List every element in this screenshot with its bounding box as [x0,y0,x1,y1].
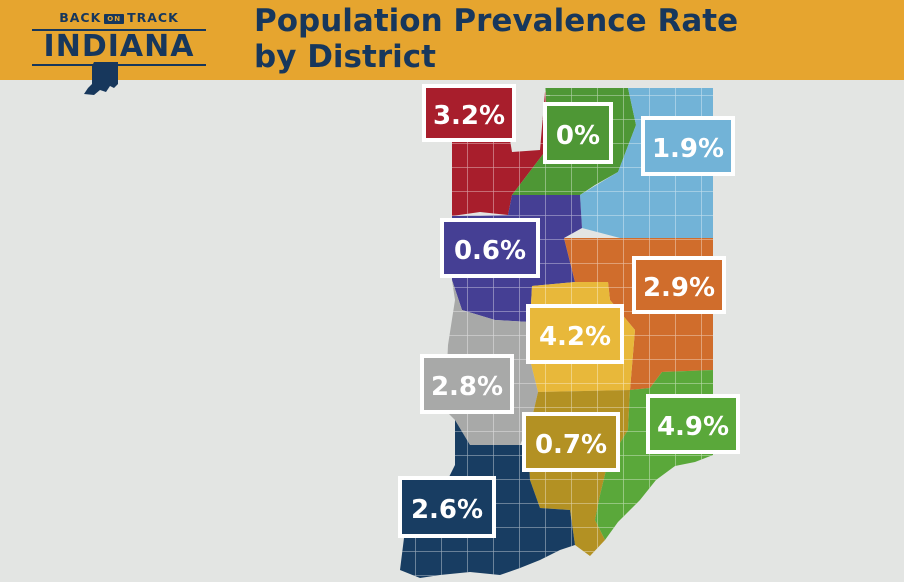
logo-word-indiana: INDIANA [43,29,195,64]
label-district-gold: 0.7% [522,412,620,472]
label-district-purple: 0.6% [440,218,540,278]
logo-word-on: ON [104,13,125,24]
logo-rule-bottom [32,64,206,66]
logo-word-back: BACK [59,10,102,25]
value-district-navy: 2.6% [411,495,483,525]
district-labels: 3.2% 0% 1.9% 0.6% 2.9% 4.2% 2.8% 0.7% [398,84,740,538]
value-district-red: 3.2% [433,101,505,131]
value-district-orange: 2.9% [643,273,715,303]
title-line-1: Population Prevalence Rate [254,3,739,39]
label-district-orange: 2.9% [632,256,726,314]
indiana-state-icon [84,62,118,95]
title-line-2: by District [254,39,436,75]
value-district-yellow: 4.2% [539,322,611,352]
label-district-navy: 2.6% [398,476,496,538]
value-district-lime: 4.9% [657,412,729,442]
value-district-green: 0% [556,121,600,151]
header-banner [0,0,904,80]
value-district-gray: 2.8% [431,372,503,402]
value-district-purple: 0.6% [454,236,526,266]
label-district-green: 0% [543,102,613,164]
label-district-lime: 4.9% [646,394,740,454]
value-district-gold: 0.7% [535,430,607,460]
label-district-lightblue: 1.9% [641,116,735,176]
logo-rule-top [32,29,206,31]
back-on-track-indiana-logo: BACK ON TRACK INDIANA [28,8,210,95]
page-title: Population Prevalence Rate by District [254,3,738,75]
logo-tagline: BACK ON TRACK [28,10,210,25]
label-district-red: 3.2% [422,84,516,142]
label-district-yellow: 4.2% [526,304,624,364]
value-district-lightblue: 1.9% [652,134,724,164]
logo-word-track: TRACK [127,10,179,25]
label-district-gray: 2.8% [420,354,514,414]
